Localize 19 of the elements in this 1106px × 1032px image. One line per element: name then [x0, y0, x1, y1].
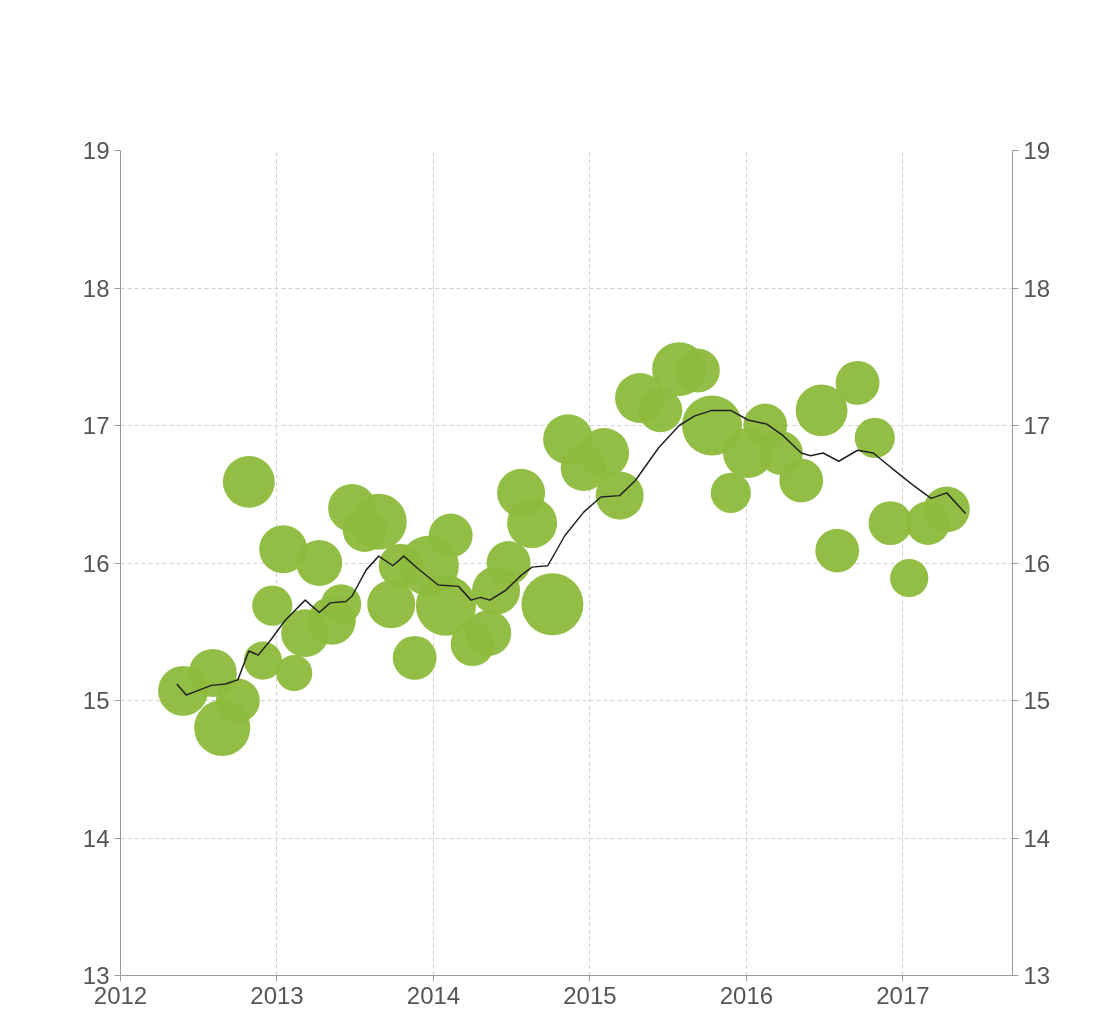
y2-tick-label: 16: [1023, 549, 1051, 577]
y2-tick-label: 15: [1023, 687, 1051, 714]
y2-tick-label: 19: [1023, 137, 1051, 164]
y2-tick-label: 13: [1023, 962, 1051, 989]
y-tick-label: 17: [82, 412, 110, 439]
y-tick-label: 19: [82, 137, 110, 164]
y-tick-label: 18: [82, 274, 110, 302]
x-tick-label: 2017: [876, 981, 930, 1009]
x-tick-label: 2016: [719, 981, 774, 1009]
y-tick-label: 14: [82, 824, 110, 852]
y-tick-label: 15: [82, 687, 110, 714]
x-tick-label: 2013: [250, 981, 304, 1009]
x-tick-label: 2014: [406, 981, 461, 1009]
y2-tick-label: 18: [1023, 274, 1051, 302]
y2-tick-label: 14: [1023, 824, 1051, 852]
line-series: [176, 409, 967, 696]
x-tick-label: 2015: [563, 981, 617, 1009]
y-tick-label: 16: [82, 549, 110, 577]
y2-tick-label: 17: [1023, 412, 1051, 439]
